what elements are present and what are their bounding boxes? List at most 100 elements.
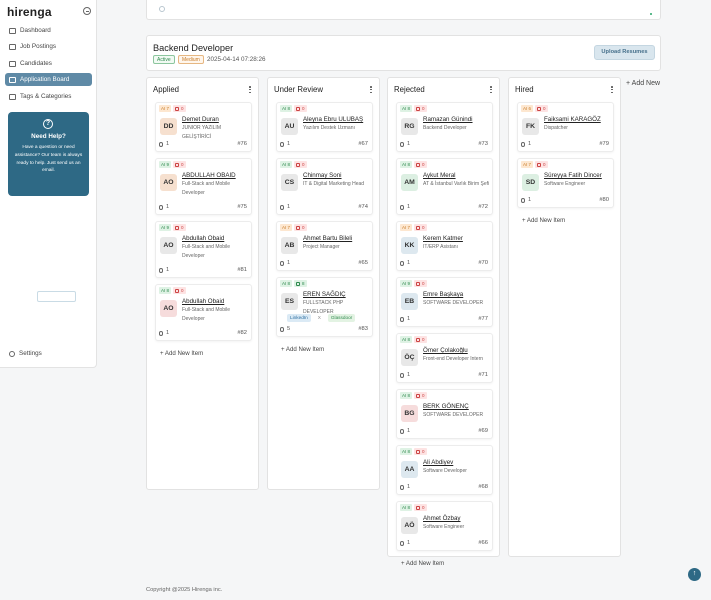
candidate-name[interactable]: Abdullah Obaid (182, 235, 225, 242)
vote-badge[interactable]: 8 (294, 280, 307, 287)
candidate-name[interactable]: Ömer Çolakoğlu (423, 347, 468, 354)
vote-badge[interactable]: 0 (173, 105, 186, 112)
vote-badge[interactable]: 0 (173, 224, 186, 231)
top-card (146, 0, 661, 20)
avatar: KK (401, 237, 418, 254)
candidate-name[interactable]: Abdullah Obaid (182, 298, 225, 305)
column-menu-icon[interactable] (370, 86, 372, 94)
vote-badge[interactable]: 0 (414, 336, 427, 343)
paperclip-icon (400, 540, 404, 546)
vote-badge[interactable]: 0 (535, 161, 548, 168)
paperclip-icon (159, 267, 163, 273)
vote-badge[interactable]: 0 (414, 224, 427, 231)
candidate-card[interactable]: AI 8 0 AÖ Ahmet Özbay Software Engineer 1 #66 (396, 501, 493, 551)
vote-badge[interactable]: 0 (294, 161, 307, 168)
vote-badge[interactable]: 0 (173, 287, 186, 294)
candidate-name[interactable]: Ali Abdiyev (423, 459, 454, 466)
column-menu-icon[interactable] (611, 86, 613, 94)
settings-link[interactable]: Settings (9, 350, 42, 357)
candidate-role: JUNIOR YAZILIM GELİŞTİRİCİ (182, 125, 221, 140)
column-menu-icon[interactable] (490, 86, 492, 94)
candidate-card[interactable]: AI 9 0 AO Abdullah Obaid Full-Stack and Mobi… (155, 221, 252, 278)
candidate-name[interactable]: Kerem Katmer (423, 235, 463, 242)
linkedin-link[interactable]: LinkedIn (287, 314, 311, 322)
candidate-id: #72 (478, 204, 488, 210)
vote-badge[interactable]: 0 (414, 392, 427, 399)
candidate-role: Yazılım Destek Uzmanı (303, 125, 355, 131)
collapse-sidebar-icon[interactable] (83, 7, 91, 15)
sidebar-item-dashboard[interactable]: Dashboard (5, 24, 92, 37)
ai-score-badge: AI 7 (159, 105, 172, 112)
candidate-role: SOFTWARE DEVELOPER (423, 412, 484, 418)
add-item-button[interactable]: + Add New Item (160, 350, 204, 357)
vote-count: 0 (422, 106, 425, 111)
attachment-count: 1 (407, 540, 411, 546)
vote-badge[interactable]: 0 (414, 161, 427, 168)
vote-badge[interactable]: 0 (535, 105, 548, 112)
candidate-card[interactable]: AI 8 8 ES EREN SAĞDIÇ FULLSTACK PHP DEVELOPE… (276, 277, 373, 337)
candidate-name[interactable]: Ahmet Özbay (423, 515, 461, 522)
vote-badge[interactable]: 0 (294, 224, 307, 231)
attachments: 1 (280, 141, 290, 147)
contact-us-button[interactable]: Contact Us (37, 291, 76, 302)
sidebar-item-candidates[interactable]: Candidates (5, 57, 92, 70)
candidate-name[interactable]: BERK GÖNENÇ (423, 403, 469, 410)
vote-badge[interactable]: 0 (414, 280, 427, 287)
candidate-name[interactable]: Chinmay Soni (303, 172, 342, 179)
candidate-card[interactable]: AI 8 0 CS Chinmay Soni IT & Digital Marketin… (276, 158, 373, 215)
column-menu-icon[interactable] (249, 86, 251, 94)
add-item-button[interactable]: + Add New Item (522, 217, 566, 224)
candidate-card[interactable]: AI 6 0 FK Faiksami KARAGÖZ Dispatcher 1 #79 (517, 102, 614, 152)
upload-resumes-button[interactable]: Upload Resumes (594, 45, 655, 60)
avatar: EB (401, 293, 418, 310)
candidate-card[interactable]: AI 8 0 AO Abdullah Obaid Full-Stack and Mobi… (155, 284, 252, 341)
candidate-name[interactable]: Süreyya Fatih Dincer (544, 172, 602, 179)
candidate-name[interactable]: ABDULLAH OBAID (182, 172, 236, 179)
candidate-card[interactable]: AI 9 0 EB Emre Başkaya SOFTWARE DEVELOPER 1 #7… (396, 277, 493, 327)
job-title: Backend Developer (153, 43, 234, 53)
candidate-name[interactable]: Ramazan Günindi (423, 116, 473, 123)
candidate-name[interactable]: Demet Duran (182, 116, 219, 123)
vote-badge[interactable]: 0 (414, 448, 427, 455)
candidate-card[interactable]: AI 8 0 RG Ramazan Günindi Backend Developer 1… (396, 102, 493, 152)
thumbs-up-icon (416, 281, 421, 286)
add-item-button[interactable]: + Add New Item (401, 560, 445, 567)
candidate-name[interactable]: Ahmet Bartu Bileli (303, 235, 353, 242)
attachments: 1 (280, 204, 290, 210)
vote-badge[interactable]: 0 (294, 105, 307, 112)
candidate-card[interactable]: AI 7 0 AB Ahmet Bartu Bileli Project Manager… (276, 221, 373, 271)
candidate-id: #77 (478, 316, 488, 322)
candidate-name[interactable]: Faiksami KARAGÖZ (544, 116, 601, 123)
candidate-card[interactable]: AI 8 0 AU Aleyna Ebru ULUBAŞ Yazılım Destek … (276, 102, 373, 152)
github-icon[interactable] (159, 6, 165, 12)
vote-badge[interactable]: 0 (173, 161, 186, 168)
vote-badge[interactable]: 0 (414, 105, 427, 112)
job-date: 2025-04-14 07:28:26 (207, 56, 266, 63)
candidate-name[interactable]: EREN SAĞDIÇ (303, 291, 346, 298)
candidate-card[interactable]: AI 8 0 BG BERK GÖNENÇ SOFTWARE DEVELOPER 1 #69 (396, 389, 493, 439)
x-link[interactable]: X (317, 315, 321, 320)
candidate-card[interactable]: AI 7 0 DD Demet Duran JUNIOR YAZILIM GELİŞTİ… (155, 102, 252, 152)
candidate-name[interactable]: Aykut Meral (423, 172, 456, 179)
sidebar-item-tags[interactable]: Tags & Categories (5, 90, 92, 103)
add-item-button[interactable]: + Add New Item (281, 346, 325, 353)
sidebar-item-job-postings[interactable]: Job Postings (5, 40, 92, 53)
candidate-name[interactable]: Emre Başkaya (423, 291, 464, 298)
candidate-card[interactable]: AI 9 0 AO ABDULLAH OBAID Full-Stack and Mobi… (155, 158, 252, 215)
scroll-to-top-button[interactable]: ↑ (688, 568, 701, 581)
ai-score-badge: AI 8 (400, 161, 413, 168)
candidate-card[interactable]: AI 8 0 AM Aykut Meral AT & İstanbul Varlık B… (396, 158, 493, 215)
candidate-card[interactable]: AI 8 0 AA Ali Abdiyev Software Developer 1 #68 (396, 445, 493, 495)
sidebar-item-application-board[interactable]: Application Board (5, 73, 92, 86)
candidate-card[interactable]: AI 7 0 SD Süreyya Fatih Dincer Software Engi… (517, 158, 614, 208)
candidate-role: Full-Stack and Mobile Developer (182, 244, 231, 259)
candidate-card[interactable]: AI 7 0 KK Kerem Katmer IT/ERP Asistanı 1 #70 (396, 221, 493, 271)
candidate-id: #80 (599, 197, 609, 203)
add-new-column-button[interactable]: + Add New (626, 80, 661, 87)
vote-badge[interactable]: 0 (414, 504, 427, 511)
help-body: Have a question or need assistance? Our … (14, 145, 83, 174)
column-1: Under Review AI 8 0 AU Aleyna Ebru ULUBAŞ Yaz… (267, 77, 380, 490)
candidate-name[interactable]: Aleyna Ebru ULUBAŞ (303, 116, 364, 123)
candidate-card[interactable]: AI 8 0 ÖÇ Ömer Çolakoğlu Front-end Developer… (396, 333, 493, 383)
glassdoor-link[interactable]: Glassdoor (327, 314, 356, 322)
